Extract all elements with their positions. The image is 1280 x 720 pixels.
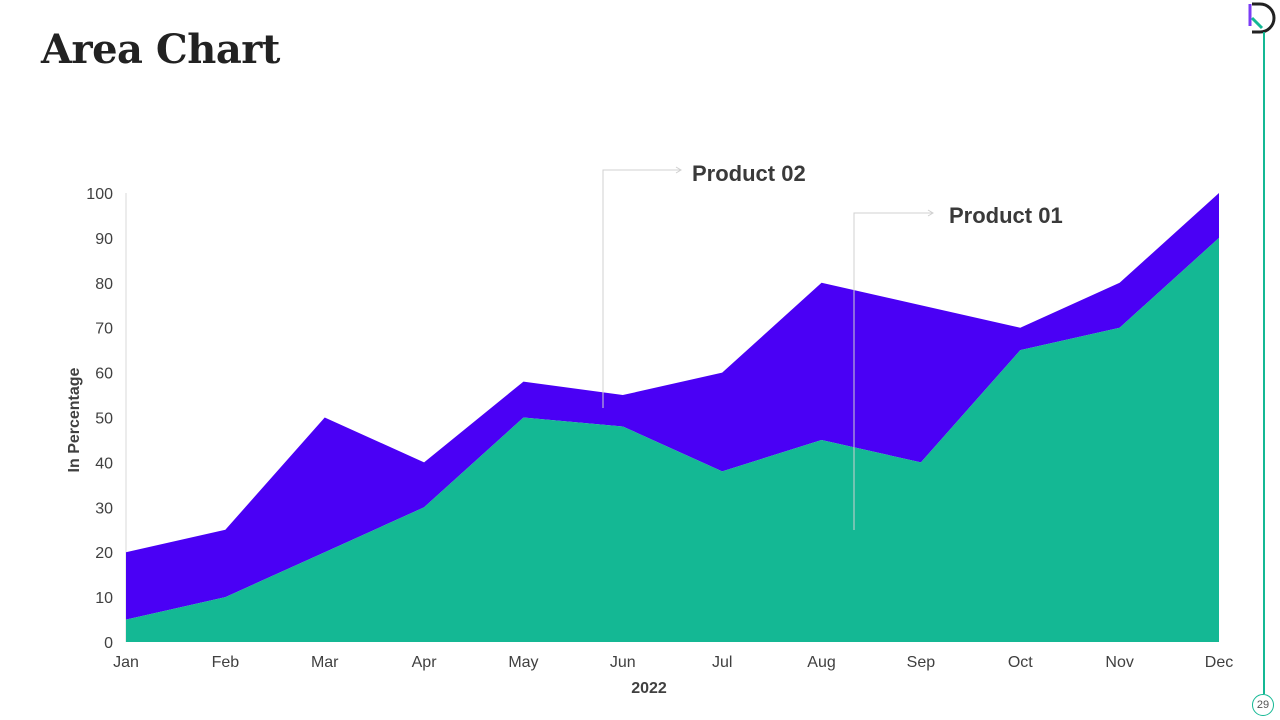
x-tick-label: Feb bbox=[212, 654, 240, 671]
y-tick-label: 80 bbox=[95, 276, 113, 293]
brand-logo-icon bbox=[1248, 2, 1276, 34]
page-title: Area Chart bbox=[41, 26, 280, 73]
x-tick-label: Sep bbox=[907, 654, 936, 671]
area-product-01 bbox=[126, 237, 1219, 642]
y-tick-label: 50 bbox=[95, 411, 113, 428]
y-tick-label: 10 bbox=[95, 590, 113, 607]
callout-line-product-01 bbox=[853, 212, 932, 530]
callout-line-product-02 bbox=[602, 169, 680, 408]
x-tick-label: Mar bbox=[311, 654, 339, 671]
y-tick-label: 70 bbox=[95, 321, 113, 338]
callout-arrow-icon bbox=[675, 166, 682, 174]
y-tick-label: 60 bbox=[95, 366, 113, 383]
y-tick-label: 100 bbox=[86, 186, 113, 203]
x-tick-label: Jul bbox=[712, 654, 732, 671]
callout-arrow-icon bbox=[927, 209, 934, 217]
x-tick-label: Jun bbox=[610, 654, 636, 671]
x-tick-label: Dec bbox=[1205, 654, 1233, 671]
y-tick-label: 30 bbox=[95, 500, 113, 517]
x-axis-title: 2022 bbox=[631, 680, 667, 697]
x-tick-label: Aug bbox=[807, 654, 835, 671]
x-tick-label: May bbox=[508, 654, 538, 671]
y-axis-title: In Percentage bbox=[66, 367, 83, 472]
y-tick-label: 20 bbox=[95, 545, 113, 562]
area-product-02 bbox=[126, 193, 1219, 620]
area-layer bbox=[126, 193, 1219, 642]
page-number: 29 bbox=[1252, 694, 1274, 716]
x-tick-label: Nov bbox=[1105, 654, 1133, 671]
y-tick-label: 90 bbox=[95, 231, 113, 248]
y-axis-ticks: 0 10 20 30 40 50 60 70 80 90 100 bbox=[86, 186, 113, 652]
x-axis-ticks: Jan Feb Mar Apr May Jun Jul Aug Sep Oct Nov Dec bbox=[113, 654, 1233, 671]
x-tick-label: Oct bbox=[1008, 654, 1033, 671]
x-tick-label: Apr bbox=[412, 654, 438, 671]
x-tick-label: Jan bbox=[113, 654, 139, 671]
y-tick-label: 0 bbox=[104, 635, 113, 652]
accent-vertical-line bbox=[1263, 32, 1265, 694]
y-tick-label: 40 bbox=[95, 455, 113, 472]
callout-label-product-01: Product 01 bbox=[949, 203, 1063, 228]
callout-layer: Product 02 Product 01 bbox=[602, 161, 1063, 530]
callout-label-product-02: Product 02 bbox=[692, 161, 806, 186]
